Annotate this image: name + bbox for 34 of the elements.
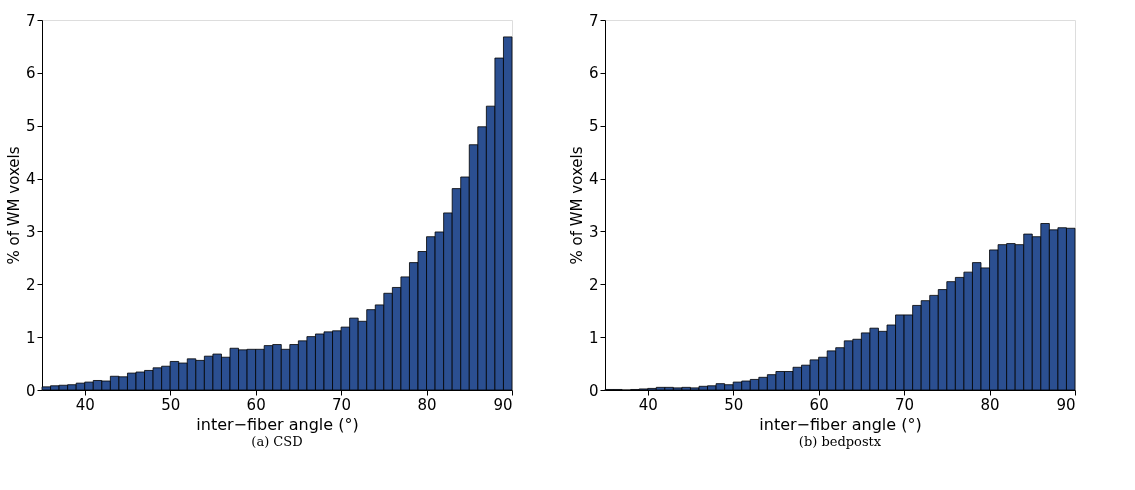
y-tick-label: 6 [588,64,599,83]
y-tick-label: 5 [25,117,36,136]
y-axis-title: % of WM voxels [4,146,23,265]
y-tick-label: 1 [25,328,36,347]
x-tick-label: 50 [161,395,181,414]
y-tick-label: 2 [588,275,599,294]
y-tick-label: 5 [588,117,599,136]
y-tick-label: 4 [25,170,36,189]
y-tick-label: 3 [588,222,599,241]
y-tick-label: 7 [588,11,599,30]
x-tick-label: 70 [332,395,352,414]
x-tick-label: 40 [638,395,658,414]
x-tick-label: 60 [246,395,266,414]
x-tick-label: 90 [493,395,513,414]
x-tick-label: 90 [1056,395,1076,414]
x-tick-label: 40 [75,395,95,414]
y-tick-label: 3 [25,222,36,241]
x-axis-title: inter−fiber angle (°) [196,414,359,434]
y-tick-label: 2 [25,275,36,294]
x-tick-label: 80 [980,395,1000,414]
y-tick-label: 0 [25,381,36,400]
text: (b) bedpostx [798,434,882,449]
x-tick-label: 70 [895,395,915,414]
y-tick-label: 7 [25,11,36,30]
y-axis-title: % of WM voxels [567,146,586,265]
text: (a) CSD [251,434,303,449]
y-tick-label: 6 [25,64,36,83]
x-tick-label: 60 [809,395,829,414]
y-tick-label: 1 [588,328,599,347]
y-tick-label: 4 [588,170,599,189]
x-axis-title: inter−fiber angle (°) [759,414,922,434]
x-tick-label: 80 [417,395,437,414]
y-tick-label: 0 [588,381,599,400]
x-tick-label: 50 [724,395,744,414]
